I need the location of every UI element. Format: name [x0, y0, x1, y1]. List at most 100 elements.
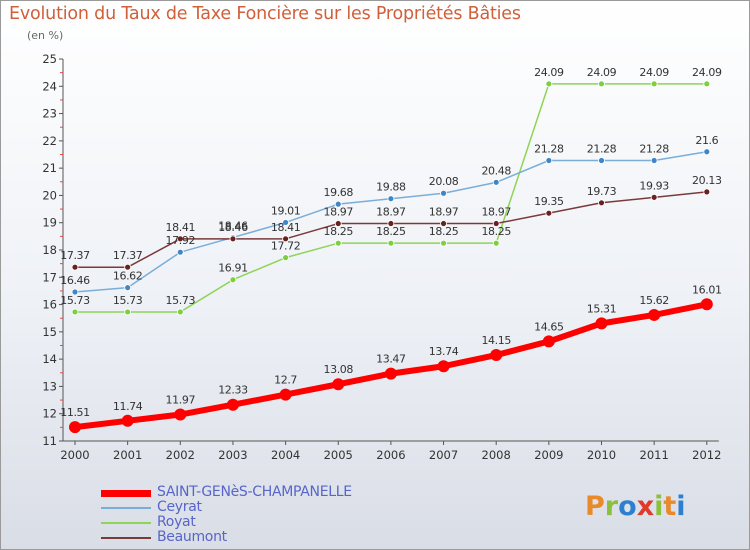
data-point: [648, 308, 661, 321]
data-point: [176, 308, 184, 316]
x-tick-label: 2002: [166, 448, 195, 462]
legend-swatch: [101, 489, 151, 497]
legend-label: SAINT-GENèS-CHAMPANELLE: [157, 484, 352, 500]
legend-label: Ceyrat: [157, 499, 202, 515]
data-label: 20.13: [692, 174, 722, 187]
logo-letter: o: [618, 491, 637, 522]
data-label: 18.41: [166, 221, 196, 234]
data-point: [703, 80, 711, 88]
data-point: [437, 360, 450, 373]
x-tick-label: 2011: [640, 448, 669, 462]
data-point: [440, 220, 447, 227]
data-label: 12.33: [218, 384, 248, 397]
data-label: 20.08: [429, 175, 459, 188]
data-point: [229, 276, 237, 284]
data-point: [492, 178, 500, 186]
data-label: 15.73: [60, 294, 90, 307]
data-point: [174, 408, 187, 421]
data-label: 16.46: [60, 274, 90, 287]
y-tick-label: 21: [42, 161, 57, 175]
data-label: 19.88: [376, 181, 406, 194]
data-point: [69, 421, 81, 434]
data-point: [387, 220, 395, 227]
logo-letter: r: [604, 491, 619, 522]
data-point: [229, 235, 237, 243]
data-point: [176, 235, 184, 243]
data-label: 19.93: [639, 179, 669, 192]
y-tick-label: 12: [42, 407, 57, 421]
y-tick-label: 18: [42, 243, 57, 257]
data-point: [545, 157, 553, 164]
data-label: 18.97: [429, 206, 459, 219]
data-point: [282, 219, 290, 226]
data-label: 21.6: [695, 134, 718, 147]
data-label: 21.28: [587, 143, 617, 156]
logo-letter: i: [676, 491, 686, 522]
data-label: 19.35: [534, 195, 564, 208]
x-tick-label: 2010: [587, 448, 616, 462]
data-label: 19.01: [271, 204, 301, 217]
data-point: [440, 239, 447, 247]
data-point: [387, 195, 395, 203]
data-labels: 15.73 15.73 15.73 16.91 17.72 18.25 18.25 18.25…: [60, 66, 722, 419]
data-point: [545, 80, 553, 88]
data-label: 18.25: [376, 225, 406, 238]
y-tick-label: 16: [42, 298, 57, 312]
data-label: 18.97: [481, 206, 511, 219]
data-label: 15.73: [166, 294, 196, 307]
series-layer: [69, 80, 713, 434]
data-point: [334, 200, 342, 208]
data-point: [282, 254, 290, 262]
chart-title: Evolution du Taux de Taxe Foncière sur l…: [9, 4, 521, 24]
data-point: [650, 80, 658, 88]
data-label: 19.68: [324, 186, 354, 199]
data-label: 15.73: [113, 294, 143, 307]
y-tick-label: 25: [42, 52, 57, 66]
axes: 11 12 13 14 15 16 17 18 19 20 21 22 23 24 25 2000 2001 20…: [42, 52, 721, 462]
data-point: [279, 388, 292, 401]
legend-swatch: [101, 507, 151, 509]
data-point: [598, 80, 605, 88]
data-label: 17.72: [271, 240, 301, 253]
data-label: 11.74: [113, 400, 143, 413]
data-point: [124, 263, 132, 271]
data-label: 19.73: [587, 185, 617, 198]
data-label: 24.09: [587, 66, 617, 79]
x-tick-label: 2006: [376, 448, 405, 462]
data-label: 18.46: [218, 219, 248, 232]
data-label: 16.62: [113, 270, 143, 283]
data-point: [71, 263, 79, 271]
proxiti-logo: Proxiti: [585, 491, 686, 522]
data-point: [387, 239, 395, 247]
y-tick-label: 11: [42, 434, 57, 448]
data-label: 24.09: [639, 66, 669, 79]
data-point: [124, 284, 132, 292]
data-point: [176, 248, 184, 256]
data-label: 21.28: [534, 143, 564, 156]
data-label: 16.91: [218, 262, 248, 275]
data-point: [703, 188, 711, 196]
data-point: [490, 349, 503, 362]
data-label: 18.25: [429, 225, 459, 238]
data-label: 16.01: [692, 283, 722, 296]
logo-letter: x: [636, 491, 655, 522]
y-tick-label: 19: [42, 216, 57, 230]
y-tick-label: 13: [42, 379, 57, 393]
data-point: [700, 298, 713, 311]
data-label: 14.15: [481, 334, 511, 347]
legend-label: Royat: [157, 514, 196, 530]
data-point: [121, 414, 134, 427]
data-label: 20.48: [481, 164, 511, 177]
data-label: 21.28: [639, 143, 669, 156]
data-label: 14.65: [534, 320, 564, 333]
data-label: 24.09: [692, 66, 722, 79]
data-point: [226, 398, 239, 411]
data-label: 15.62: [639, 294, 669, 307]
data-label: 17.37: [60, 249, 90, 262]
y-tick-label: 24: [42, 79, 57, 93]
x-tick-label: 2004: [271, 448, 300, 462]
data-point: [334, 220, 342, 227]
data-label: 24.09: [534, 66, 564, 79]
